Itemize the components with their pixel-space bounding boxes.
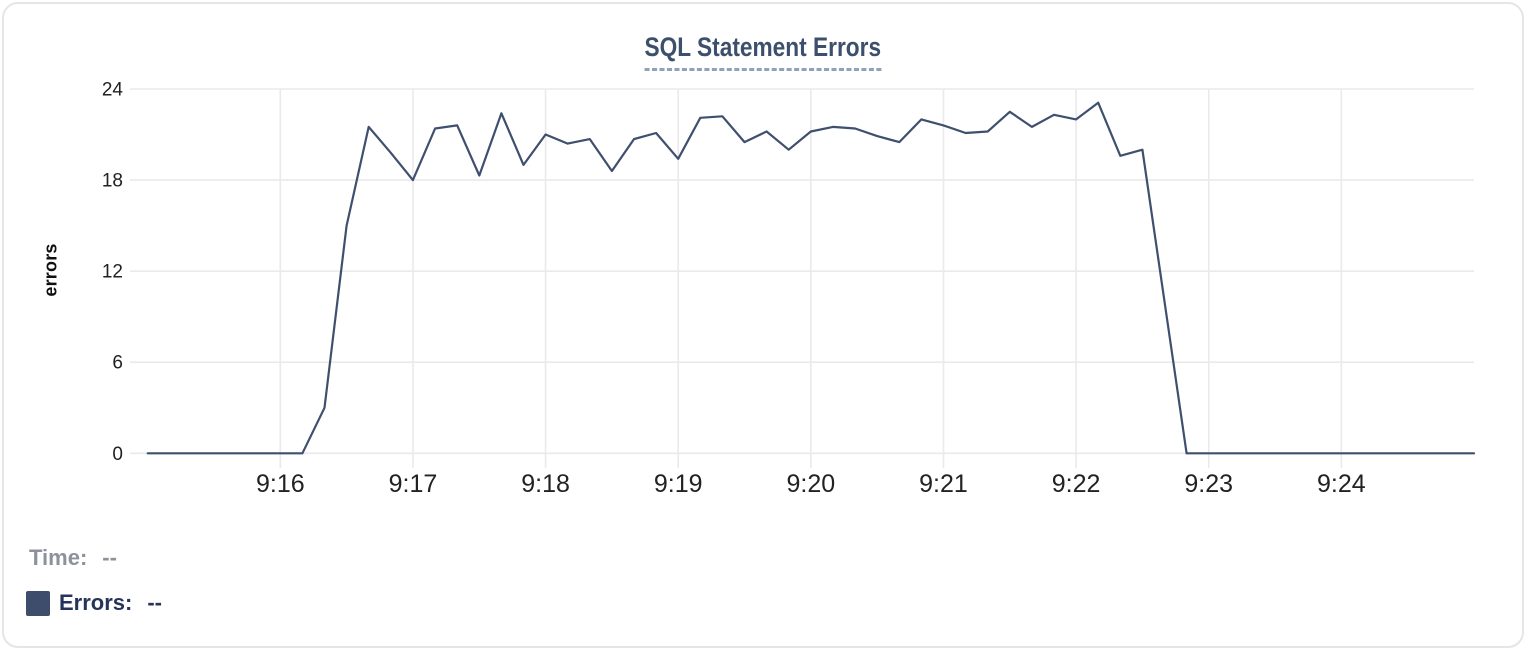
line-chart-svg[interactable]: 9:16 9:17 9:18 9:19 9:20 9:21 9:22 9:23 9:24 0 6 12… <box>4 4 1528 516</box>
y-tick-label: 0 <box>112 444 123 465</box>
errors-value: -- <box>147 590 163 615</box>
x-tick-label: 9:17 <box>389 470 438 498</box>
x-tick-label: 9:22 <box>1052 470 1101 498</box>
y-tick-label: 24 <box>102 80 124 101</box>
chart-header: SQL Statement Errors <box>4 32 1522 71</box>
errors-label: Errors: <box>59 590 133 615</box>
x-tick-label: 9:24 <box>1317 470 1366 498</box>
hover-readout-time: Time: -- <box>29 545 117 571</box>
legend-errors[interactable]: Errors: -- <box>26 590 162 616</box>
x-tick-label: 9:19 <box>654 470 703 498</box>
time-value: -- <box>102 545 117 570</box>
errors-line-series[interactable] <box>146 101 1476 455</box>
x-tick-label: 9:16 <box>256 470 305 498</box>
y-tick-label: 12 <box>102 262 123 283</box>
x-tick-label: 9:21 <box>919 470 968 498</box>
x-tick-label: 9:18 <box>521 470 570 498</box>
chart-title[interactable]: SQL Statement Errors <box>644 32 882 71</box>
y-axis-label: errors <box>40 243 61 297</box>
errors-legend-swatch <box>26 590 50 616</box>
y-tick-label: 6 <box>112 353 123 374</box>
time-label: Time: <box>29 545 88 570</box>
x-tick-label: 9:20 <box>787 470 836 498</box>
x-tick-label: 9:23 <box>1184 470 1233 498</box>
y-tick-label: 18 <box>102 171 123 192</box>
